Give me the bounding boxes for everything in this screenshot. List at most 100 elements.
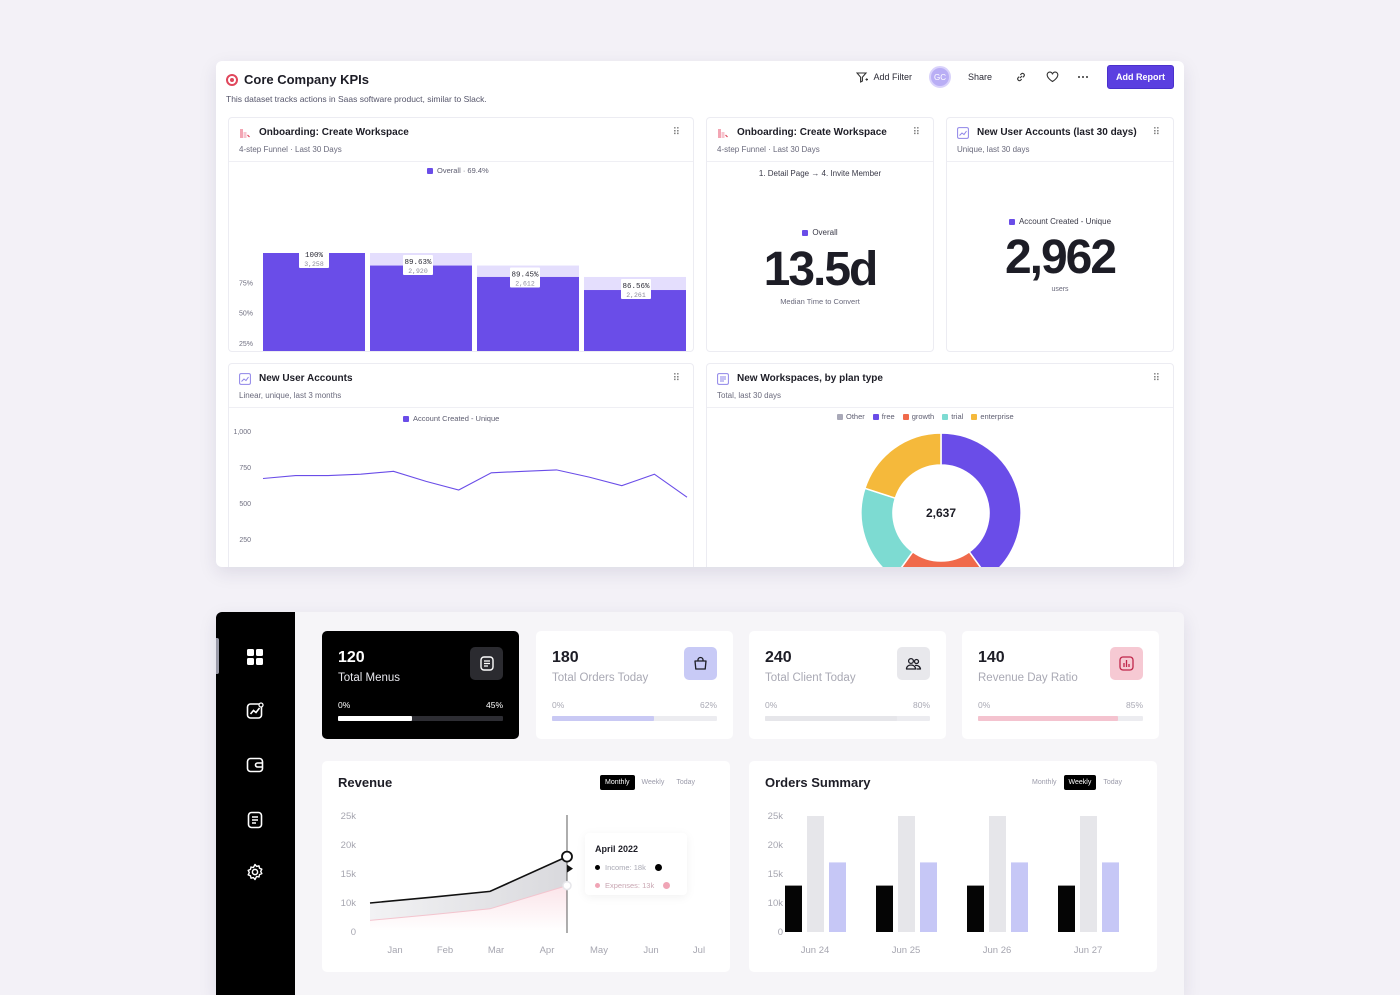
link-icon[interactable] [1014,70,1028,84]
card-title: New User Accounts (last 30 days) [977,127,1137,138]
stat-label: Revenue Day Ratio [978,672,1078,684]
data-label-count: 2,920 [408,268,428,275]
progress-fill [338,716,413,721]
x-tick-label: Jan [387,945,402,956]
donut-slice [860,487,914,567]
clients-icon [897,647,930,680]
drag-handle-icon[interactable]: ⠿ [672,373,680,384]
restaurant-dashboard: 120 Total Menus 0% 45% 180 Total Orders … [216,612,1184,995]
tab-monthly[interactable]: Monthly [600,775,635,790]
table-chart-icon [717,373,729,385]
card-title: Onboarding: Create Workspace [259,127,409,138]
add-report-button[interactable]: Add Report [1107,65,1174,89]
card-header: Onboarding: Create Workspace 4-step Funn… [707,118,933,162]
users-count-value: 2,962 [1004,231,1117,284]
tooltip-title: April 2022 [595,844,639,854]
shopping-bag-icon [684,647,717,680]
time-to-convert-card: Onboarding: Create Workspace 4-step Funn… [706,117,934,352]
add-filter-button[interactable]: Add Filter [856,71,912,83]
metric-legend: Overall [707,228,933,237]
workspaces-donut-card: New Workspaces, by plan type Total, last… [706,363,1174,567]
legend-item[interactable]: trial [942,412,963,421]
card-subtitle: Linear, unique, last 3 months [239,391,342,400]
page-title: Core Company KPIs [244,72,369,87]
drag-handle-icon[interactable]: ⠿ [1152,127,1160,138]
legend-label: free [881,412,895,421]
tab-today[interactable]: Today [676,779,696,786]
tab-weekly[interactable]: Weekly [1063,775,1097,790]
legend-swatch [971,413,978,420]
sidebar-item-analytics[interactable] [246,702,264,720]
card-title: Orders Summary [765,775,871,790]
pointer-icon [567,864,573,873]
sidebar [216,612,295,995]
y-tick-label: 10k [768,898,784,909]
avatar[interactable]: GC [928,66,951,88]
share-button[interactable]: Share [967,72,992,82]
sidebar-item-dashboard[interactable] [246,648,264,666]
legend-item[interactable]: free [872,412,895,421]
stat-value: 180 [552,649,579,666]
progress-fill [552,716,655,721]
legend-item[interactable]: growth [902,412,934,421]
progress-track [765,716,930,721]
stat-label: Total Client Today [765,672,856,684]
stat-value: 240 [765,649,792,666]
y-tick-label: 10k [341,898,357,909]
data-label-bg [510,267,540,288]
card-title: New Workspaces, by plan type [737,373,883,384]
more-icon[interactable] [1076,70,1090,84]
x-tick-label: Feb [437,945,453,956]
bar [989,816,1006,932]
data-label-pct: 89.45% [511,272,539,280]
orders-period-tabs: Monthly Weekly Today [1027,775,1127,790]
y-tick-label: 500 [239,501,251,508]
funnel-chart: 75%50%25%0%100%3,2581 Detail Page89.63%2… [239,248,686,351]
tab-monthly[interactable]: Monthly [1032,779,1057,786]
stat-value: 140 [978,649,1005,666]
bar [1011,862,1028,932]
progress-track [338,716,503,721]
card-header: New User Accounts (last 30 days) Unique,… [947,118,1173,162]
drag-handle-icon[interactable]: ⠿ [1152,373,1160,384]
y-tick-label: 0 [351,927,356,938]
new-user-accounts-line-card: New User Accounts Linear, unique, last 3… [228,363,694,567]
document-icon [247,811,263,829]
expenses-dot [595,883,600,888]
legend-item[interactable]: Other [837,412,865,421]
donut-slice [900,550,982,567]
sidebar-item-documents[interactable] [246,811,264,829]
legend-item[interactable]: enterprise [971,412,1014,421]
revenue-period-tabs: Monthly Weekly Today [600,775,700,790]
x-tick-label: Jun 27 [1074,945,1103,956]
data-label-bg [621,278,651,299]
drag-handle-icon[interactable]: ⠿ [912,127,920,138]
sidebar-item-wallet[interactable] [246,756,264,774]
card-title: Onboarding: Create Workspace [737,127,887,138]
y-tick-label: 750 [239,465,251,472]
stat-card-orders: 180 Total Orders Today 0% 62% [536,631,733,739]
data-label-count: 2,612 [515,281,535,288]
drag-handle-icon[interactable]: ⠿ [672,127,680,138]
bar [1080,816,1097,932]
add-filter-label: Add Filter [873,72,912,82]
sidebar-item-settings[interactable] [246,863,264,881]
data-label-count: 2,261 [626,292,646,299]
tab-weekly[interactable]: Weekly [641,779,665,786]
wallet-icon [246,757,264,773]
income-dot [595,865,600,870]
tab-today[interactable]: Today [1103,779,1123,786]
income-point [561,850,573,863]
new-users-card: New User Accounts (last 30 days) Unique,… [946,117,1174,352]
bar [1058,885,1075,932]
heart-icon[interactable] [1045,70,1059,84]
y-tick-label: 15k [341,869,357,880]
legend-swatch [872,413,879,420]
median-time-value: 13.5d [763,243,879,296]
insights-chart-icon [239,373,251,385]
bar [1102,862,1119,932]
card-header: New Workspaces, by plan type Total, last… [707,364,1173,408]
x-tick-label: Mar [488,945,504,956]
legend-swatch [802,229,809,236]
card-title: Revenue [338,775,393,790]
